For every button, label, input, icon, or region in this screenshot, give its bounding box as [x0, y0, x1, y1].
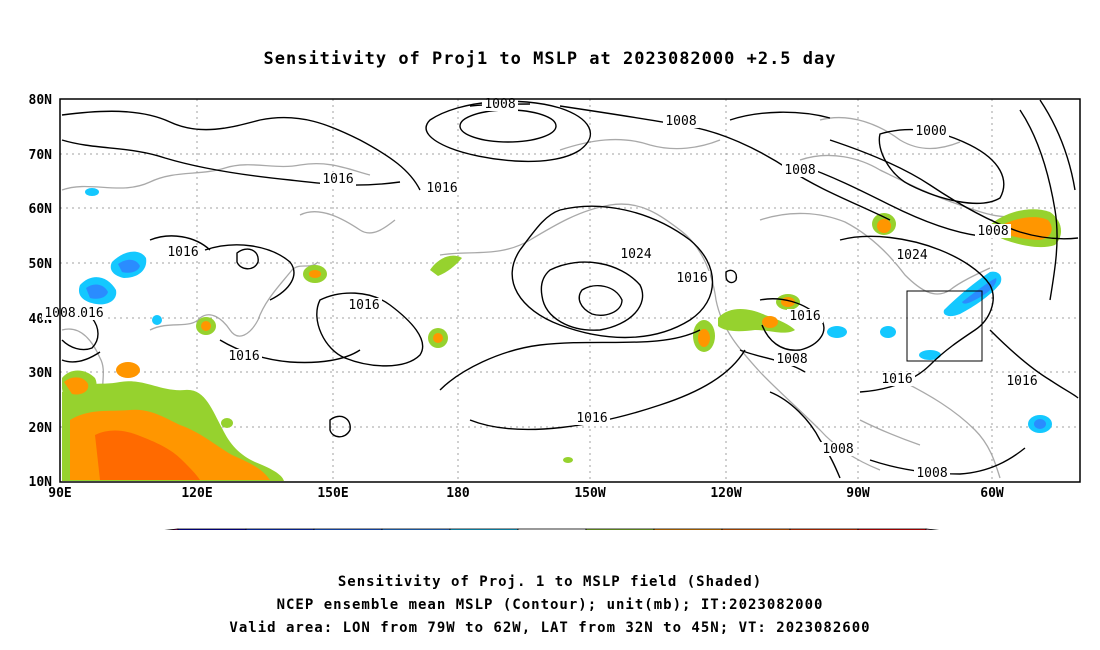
positive-spot [221, 418, 233, 428]
negative-region-target [943, 271, 1002, 317]
lat-tick-label: 10N [29, 475, 53, 490]
footer-line-3: Valid area: LON from 79W to 62W, LAT fro… [229, 620, 871, 636]
sensitivity-shading [62, 188, 1062, 481]
lon-tick-label: 120E [181, 486, 212, 501]
contour-label: 1008 [784, 163, 815, 178]
lat-tick-label: 20N [29, 421, 53, 436]
colorbar-segment [585, 528, 655, 530]
negative-spot [827, 326, 847, 338]
contour-label: 1016 [881, 372, 912, 387]
contour-label: 1008 [776, 352, 807, 367]
lat-tick-label: 50N [29, 257, 53, 272]
contour-label: 1008 [484, 97, 515, 112]
colorbar-segment [925, 528, 940, 530]
contour-label: 1016 [426, 181, 457, 196]
colorbar-segment [245, 528, 315, 530]
negative-spot [85, 188, 99, 196]
lon-tick-label: 180 [446, 486, 470, 501]
contour-label: 1016 [228, 349, 259, 364]
colorbar-segment [381, 528, 451, 530]
coastlines [61, 116, 1021, 479]
colorbar-segment [721, 528, 791, 530]
colorbar: -0.9-0.8-0.7-0.6-0.5-0.420.420.50.60.70.… [164, 528, 940, 530]
lat-tick-label: 30N [29, 366, 53, 381]
footer-line-1: Sensitivity of Proj. 1 to MSLP field (Sh… [337, 574, 763, 590]
contour-label: 1000 [915, 124, 946, 139]
positive-region-asia-peak [95, 430, 200, 480]
lat-tick-label: 80N [29, 93, 53, 108]
lon-tick-label: 150E [317, 486, 348, 501]
target-area-box [906, 290, 983, 362]
colorbar-segment [517, 528, 587, 530]
mslp-contours [61, 99, 1079, 479]
contour-label: 1016 [1006, 374, 1037, 389]
lon-tick-label: 60W [980, 486, 1004, 501]
lat-tick-label: 70N [29, 148, 53, 163]
lat-tick-label: 60N [29, 202, 53, 217]
positive-spot [116, 362, 140, 378]
lon-tick-label: 150W [574, 486, 605, 501]
negative-spot [880, 326, 896, 338]
positive-region-mexico [718, 309, 795, 333]
colorbar-segment [857, 528, 927, 530]
map-border [59, 98, 1081, 483]
contour-label: 1008 [916, 466, 947, 481]
contour-label: 1016 [322, 172, 353, 187]
contour-label: 1016 [789, 309, 820, 324]
contour-label: 1008 [977, 224, 1008, 239]
negative-spot [919, 350, 941, 360]
colorbar-segment [177, 528, 247, 530]
colorbar-segment [789, 528, 859, 530]
lon-tick-label: 90W [846, 486, 870, 501]
colorbar-segment [164, 528, 179, 530]
contour-label: 1016 [576, 411, 607, 426]
lon-tick-label: 90E [48, 486, 71, 501]
contour-label: 1024 [896, 248, 927, 263]
contour-label: 1016 [348, 298, 379, 313]
contour-label: 1016 [676, 271, 707, 286]
contour-label: 1008 [665, 114, 696, 129]
chart-title: Sensitivity of Proj1 to MSLP at 20230820… [263, 49, 837, 69]
negative-spot [152, 315, 162, 325]
contour-label: 1016 [167, 245, 198, 260]
contour-label: 1024 [620, 247, 651, 262]
colorbar-segment [653, 528, 723, 530]
contour-label: 1008 [822, 442, 853, 457]
colorbar-segment [313, 528, 383, 530]
lon-tick-label: 120W [710, 486, 741, 501]
positive-spot [430, 255, 462, 276]
footer-line-2: NCEP ensemble mean MSLP (Contour); unit(… [276, 597, 824, 613]
contour-label: 1016 [72, 306, 103, 321]
colorbar-segment [449, 528, 519, 530]
positive-spot [563, 457, 573, 463]
